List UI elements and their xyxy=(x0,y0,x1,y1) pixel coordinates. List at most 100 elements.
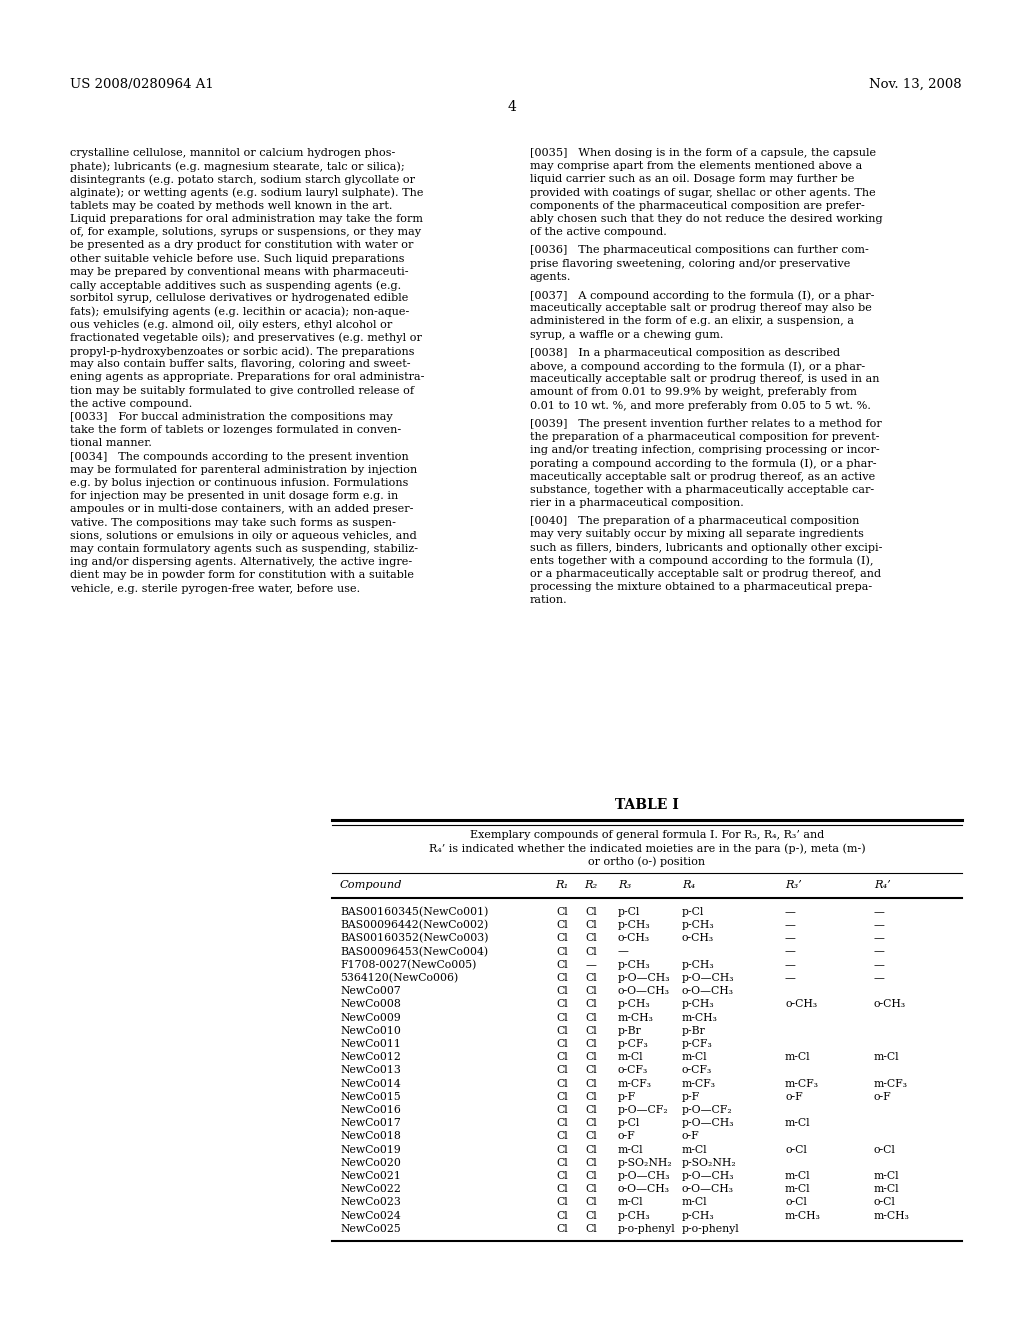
Text: may also contain buffer salts, flavoring, coloring and sweet-: may also contain buffer salts, flavoring… xyxy=(70,359,411,370)
Text: or a pharmaceutically acceptable salt or prodrug thereof, and: or a pharmaceutically acceptable salt or… xyxy=(530,569,881,579)
Text: TABLE I: TABLE I xyxy=(615,799,679,812)
Text: m-CF₃: m-CF₃ xyxy=(618,1078,652,1089)
Text: may be prepared by conventional means with pharmaceuti-: may be prepared by conventional means wi… xyxy=(70,267,409,277)
Text: substance, together with a pharmaceutically acceptable car-: substance, together with a pharmaceutica… xyxy=(530,484,874,495)
Text: o-Cl: o-Cl xyxy=(874,1197,896,1208)
Text: o-O—CH₃: o-O—CH₃ xyxy=(682,1184,734,1195)
Text: NewCo010: NewCo010 xyxy=(340,1026,400,1036)
Text: R₂: R₂ xyxy=(585,880,598,890)
Text: Cl: Cl xyxy=(585,1039,597,1049)
Text: p-O—CF₂: p-O—CF₂ xyxy=(682,1105,733,1115)
Text: p-O—CH₃: p-O—CH₃ xyxy=(618,973,671,983)
Text: Cl: Cl xyxy=(556,1118,568,1129)
Text: Cl: Cl xyxy=(556,1105,568,1115)
Text: o-CH₃: o-CH₃ xyxy=(874,999,906,1010)
Text: o-CF₃: o-CF₃ xyxy=(618,1065,648,1076)
Text: Cl: Cl xyxy=(556,1224,568,1234)
Text: Cl: Cl xyxy=(556,986,568,997)
Text: propyl-p-hydroxybenzoates or sorbic acid). The preparations: propyl-p-hydroxybenzoates or sorbic acid… xyxy=(70,346,415,356)
Text: m-Cl: m-Cl xyxy=(618,1197,644,1208)
Text: dient may be in powder form for constitution with a suitable: dient may be in powder form for constitu… xyxy=(70,570,414,581)
Text: o-CH₃: o-CH₃ xyxy=(785,999,817,1010)
Text: Cl: Cl xyxy=(556,1131,568,1142)
Text: be presented as a dry product for constitution with water or: be presented as a dry product for consti… xyxy=(70,240,414,251)
Text: Cl: Cl xyxy=(585,920,597,931)
Text: maceutically acceptable salt or prodrug thereof may also be: maceutically acceptable salt or prodrug … xyxy=(530,304,871,313)
Text: sorbitol syrup, cellulose derivatives or hydrogenated edible: sorbitol syrup, cellulose derivatives or… xyxy=(70,293,409,304)
Text: NewCo012: NewCo012 xyxy=(340,1052,400,1063)
Text: ing and/or dispersing agents. Alternatively, the active ingre-: ing and/or dispersing agents. Alternativ… xyxy=(70,557,412,568)
Text: p-o-phenyl: p-o-phenyl xyxy=(618,1224,676,1234)
Text: m-CH₃: m-CH₃ xyxy=(785,1210,821,1221)
Text: above, a compound according to the formula (I), or a phar-: above, a compound according to the formu… xyxy=(530,360,865,371)
Text: prise flavoring sweetening, coloring and/or preservative: prise flavoring sweetening, coloring and… xyxy=(530,259,850,268)
Text: BAS00160345(NewCo001): BAS00160345(NewCo001) xyxy=(340,907,488,917)
Text: tablets may be coated by methods well known in the art.: tablets may be coated by methods well kn… xyxy=(70,201,392,211)
Text: p-O—CH₃: p-O—CH₃ xyxy=(682,1118,734,1129)
Text: o-Cl: o-Cl xyxy=(785,1197,807,1208)
Text: F1708-0027(NewCo005): F1708-0027(NewCo005) xyxy=(340,960,476,970)
Text: Cl: Cl xyxy=(585,1012,597,1023)
Text: NewCo013: NewCo013 xyxy=(340,1065,400,1076)
Text: for injection may be presented in unit dosage form e.g. in: for injection may be presented in unit d… xyxy=(70,491,398,502)
Text: —: — xyxy=(874,920,885,931)
Text: Compound: Compound xyxy=(340,880,402,890)
Text: disintegrants (e.g. potato starch, sodium starch glycollate or: disintegrants (e.g. potato starch, sodiu… xyxy=(70,174,415,185)
Text: Cl: Cl xyxy=(556,946,568,957)
Text: p-Cl: p-Cl xyxy=(682,907,705,917)
Text: rier in a pharmaceutical composition.: rier in a pharmaceutical composition. xyxy=(530,498,743,508)
Text: o-Cl: o-Cl xyxy=(874,1144,896,1155)
Text: R₄’: R₄’ xyxy=(874,880,891,890)
Text: p-F: p-F xyxy=(682,1092,700,1102)
Text: Cl: Cl xyxy=(585,1224,597,1234)
Text: Cl: Cl xyxy=(556,907,568,917)
Text: NewCo019: NewCo019 xyxy=(340,1144,400,1155)
Text: other suitable vehicle before use. Such liquid preparations: other suitable vehicle before use. Such … xyxy=(70,253,404,264)
Text: p-CH₃: p-CH₃ xyxy=(682,920,715,931)
Text: Cl: Cl xyxy=(585,1197,597,1208)
Text: ampoules or in multi-dose containers, with an added preser-: ampoules or in multi-dose containers, wi… xyxy=(70,504,414,515)
Text: Cl: Cl xyxy=(585,1105,597,1115)
Text: administered in the form of e.g. an elixir, a suspension, a: administered in the form of e.g. an elix… xyxy=(530,317,854,326)
Text: o-CF₃: o-CF₃ xyxy=(682,1065,713,1076)
Text: the preparation of a pharmaceutical composition for prevent-: the preparation of a pharmaceutical comp… xyxy=(530,432,880,442)
Text: o-O—CH₃: o-O—CH₃ xyxy=(618,986,670,997)
Text: NewCo023: NewCo023 xyxy=(340,1197,400,1208)
Text: ably chosen such that they do not reduce the desired working: ably chosen such that they do not reduce… xyxy=(530,214,883,224)
Text: o-F: o-F xyxy=(618,1131,636,1142)
Text: p-O—CH₃: p-O—CH₃ xyxy=(682,973,734,983)
Text: liquid carrier such as an oil. Dosage form may further be: liquid carrier such as an oil. Dosage fo… xyxy=(530,174,854,185)
Text: o-F: o-F xyxy=(785,1092,803,1102)
Text: ing and/or treating infection, comprising processing or incor-: ing and/or treating infection, comprisin… xyxy=(530,445,880,455)
Text: m-Cl: m-Cl xyxy=(618,1052,644,1063)
Text: o-Cl: o-Cl xyxy=(785,1144,807,1155)
Text: the active compound.: the active compound. xyxy=(70,399,193,409)
Text: BAS00096442(NewCo002): BAS00096442(NewCo002) xyxy=(340,920,488,931)
Text: Cl: Cl xyxy=(556,1092,568,1102)
Text: Cl: Cl xyxy=(585,973,597,983)
Text: 4: 4 xyxy=(508,100,516,114)
Text: p-O—CF₂: p-O—CF₂ xyxy=(618,1105,669,1115)
Text: Cl: Cl xyxy=(556,1197,568,1208)
Text: e.g. by bolus injection or continuous infusion. Formulations: e.g. by bolus injection or continuous in… xyxy=(70,478,409,488)
Text: m-Cl: m-Cl xyxy=(682,1197,708,1208)
Text: cally acceptable additives such as suspending agents (e.g.: cally acceptable additives such as suspe… xyxy=(70,280,401,290)
Text: Cl: Cl xyxy=(556,1012,568,1023)
Text: BAS00160352(NewCo003): BAS00160352(NewCo003) xyxy=(340,933,488,944)
Text: p-CH₃: p-CH₃ xyxy=(618,1210,650,1221)
Text: m-Cl: m-Cl xyxy=(874,1184,900,1195)
Text: Cl: Cl xyxy=(585,1065,597,1076)
Text: p-Cl: p-Cl xyxy=(618,907,640,917)
Text: Cl: Cl xyxy=(585,1026,597,1036)
Text: Cl: Cl xyxy=(556,1052,568,1063)
Text: Cl: Cl xyxy=(556,920,568,931)
Text: R₄: R₄ xyxy=(682,880,695,890)
Text: NewCo016: NewCo016 xyxy=(340,1105,400,1115)
Text: NewCo020: NewCo020 xyxy=(340,1158,400,1168)
Text: —: — xyxy=(785,960,796,970)
Text: o-F: o-F xyxy=(874,1092,892,1102)
Text: m-CF₃: m-CF₃ xyxy=(874,1078,908,1089)
Text: Cl: Cl xyxy=(556,1039,568,1049)
Text: —: — xyxy=(785,920,796,931)
Text: p-SO₂NH₂: p-SO₂NH₂ xyxy=(682,1158,736,1168)
